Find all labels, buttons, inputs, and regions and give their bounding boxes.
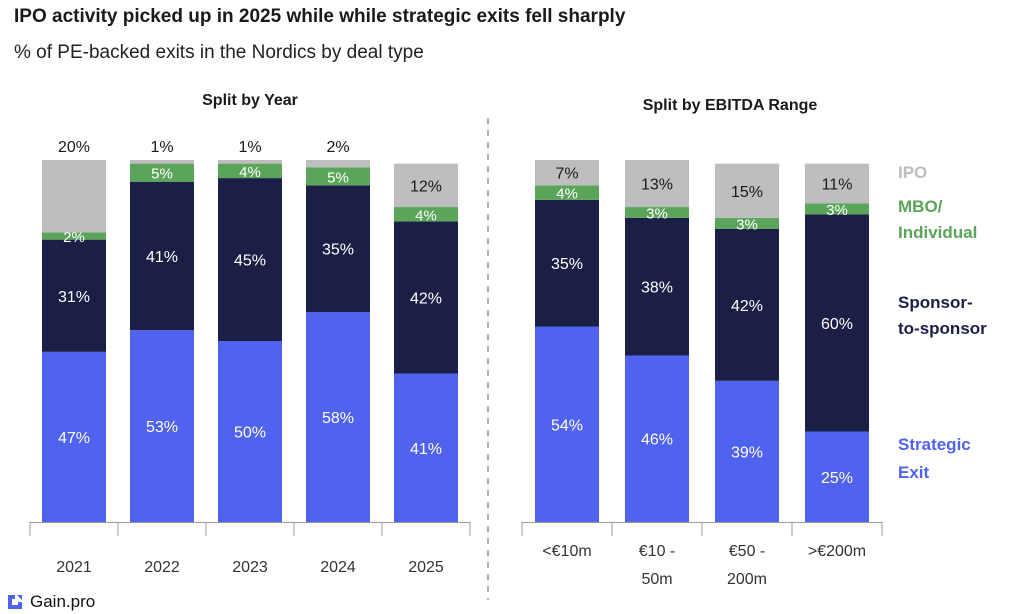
panel-title: Split by Year [202, 92, 298, 109]
data-label-mbo: 2% [63, 229, 85, 246]
data-label-ipo: 13% [641, 177, 673, 194]
data-label-sponsor: 35% [322, 242, 354, 259]
data-label-mbo: 3% [826, 202, 848, 219]
data-label-strategic: 46% [641, 432, 673, 449]
data-label-ipo: 2% [326, 139, 349, 156]
x-tick-label: <€10m [542, 543, 591, 560]
brand-logo: Gain.pro [4, 591, 95, 613]
bar-segment-strategic [218, 341, 282, 522]
data-label-mbo: 3% [736, 216, 758, 233]
bar-segment-strategic [535, 326, 599, 522]
data-label-ipo: 20% [58, 139, 90, 156]
bar-segment-strategic [715, 380, 779, 522]
bar-segment-ipo [306, 160, 370, 168]
bar-segment-ipo [805, 163, 869, 204]
bar-segment-sponsor [394, 221, 458, 374]
data-label-sponsor: 38% [641, 280, 673, 297]
bar-segment-mbo [394, 207, 458, 222]
data-label-sponsor: 42% [410, 291, 442, 308]
data-label-strategic: 39% [731, 444, 763, 461]
data-label-strategic: 53% [146, 419, 178, 436]
data-label-strategic: 41% [410, 441, 442, 458]
bar-segment-strategic [42, 351, 106, 522]
bar-segment-mbo [625, 207, 689, 218]
bar-segment-mbo [42, 232, 106, 240]
bar-segment-mbo [715, 217, 779, 229]
x-tick-label: €10 - [639, 543, 675, 560]
bar-segment-strategic [625, 355, 689, 522]
bar-segment-ipo [394, 163, 458, 208]
x-tick-label: 200m [727, 571, 767, 588]
bar-segment-sponsor [218, 178, 282, 341]
chart-subtitle: % of PE-backed exits in the Nordics by d… [14, 42, 424, 63]
bar-segment-ipo [42, 160, 106, 233]
data-label-mbo: 4% [556, 186, 578, 203]
bar-segment-mbo [218, 163, 282, 179]
data-label-sponsor: 41% [146, 249, 178, 266]
bar-segment-ipo [715, 163, 779, 218]
x-tick-label: 2023 [232, 559, 268, 576]
data-label-strategic: 25% [821, 470, 853, 487]
bar-segment-ipo [218, 160, 282, 164]
data-label-ipo: 12% [410, 178, 442, 195]
legend-label-mbo: Individual [898, 223, 977, 242]
data-label-sponsor: 35% [551, 256, 583, 273]
x-tick-label: 2024 [320, 559, 356, 576]
bar-segment-sponsor [625, 217, 689, 356]
x-tick-label: 2022 [144, 559, 180, 576]
x-tick-label: €50 - [729, 543, 765, 560]
data-label-mbo: 4% [239, 164, 261, 181]
legend-label-ipo: IPO [898, 163, 927, 182]
gain-pro-logo-icon [8, 595, 22, 609]
bar-segment-ipo [535, 160, 599, 186]
bar-segment-strategic [805, 431, 869, 522]
data-label-ipo: 1% [150, 139, 173, 156]
legend-label-sponsor: to-sponsor [898, 319, 987, 338]
bar-segment-mbo [130, 163, 194, 182]
data-label-sponsor: 60% [821, 316, 853, 333]
data-label-strategic: 47% [58, 430, 90, 447]
bar-segment-ipo [130, 160, 194, 164]
data-label-ipo: 15% [731, 184, 763, 201]
data-label-ipo: 11% [822, 177, 853, 194]
bar-segment-sponsor [805, 214, 869, 432]
bar-segment-ipo [625, 160, 689, 208]
legend-label-mbo: MBO/ [898, 197, 943, 216]
data-label-sponsor: 42% [731, 298, 763, 315]
bar-segment-sponsor [715, 228, 779, 381]
chart-title: IPO activity picked up in 2025 while whi… [14, 6, 626, 27]
x-tick-label: 50m [641, 571, 672, 588]
bar-segment-strategic [130, 330, 194, 522]
bar-segment-strategic [306, 312, 370, 522]
x-tick-label: 2025 [408, 559, 444, 576]
data-label-strategic: 54% [551, 417, 583, 434]
bar-segment-sponsor [130, 181, 194, 331]
data-label-mbo: 3% [646, 205, 668, 222]
panel-title: Split by EBITDA Range [643, 97, 818, 114]
data-label-ipo: 7% [555, 166, 578, 183]
data-label-sponsor: 31% [58, 289, 90, 306]
legend-label-strategic: Strategic [898, 435, 971, 454]
bar-segment-mbo [535, 185, 599, 200]
data-label-mbo: 4% [415, 207, 437, 224]
legend-label-sponsor: Sponsor- [898, 293, 973, 312]
data-label-sponsor: 45% [234, 253, 266, 270]
x-tick-label: 2021 [56, 559, 92, 576]
bar-segment-mbo [805, 203, 869, 215]
bar-segment-sponsor [306, 185, 370, 313]
brand-name: Gain.pro [30, 592, 96, 611]
data-label-strategic: 50% [234, 425, 266, 442]
data-label-strategic: 58% [322, 410, 354, 427]
data-label-mbo: 5% [327, 169, 349, 186]
x-tick-label: >€200m [808, 543, 866, 560]
bar-segment-sponsor [535, 199, 599, 327]
data-label-mbo: 5% [151, 166, 173, 183]
bar-segment-sponsor [42, 239, 106, 352]
bar-segment-strategic [394, 373, 458, 522]
bar-segment-mbo [306, 167, 370, 186]
data-label-ipo: 1% [238, 139, 261, 156]
legend-label-strategic: Exit [898, 463, 930, 482]
